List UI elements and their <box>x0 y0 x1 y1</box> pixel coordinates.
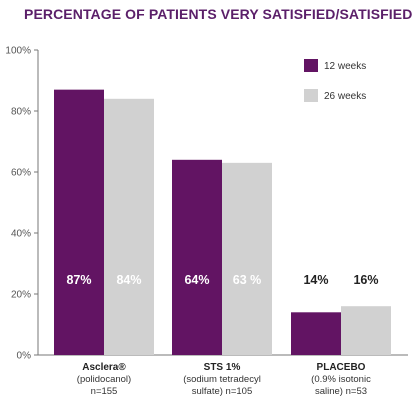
y-tick-label: 0% <box>17 351 32 362</box>
bar-26-weeks <box>222 162 272 355</box>
data-label: 14% <box>303 273 328 287</box>
category-count: saline) n=53 <box>314 386 368 397</box>
legend-label: 26 weeks <box>324 91 366 102</box>
legend-swatch <box>304 59 318 72</box>
category-count: sulfate) n=105 <box>191 386 253 397</box>
category-detail: (sodium tetradecyl <box>183 374 261 385</box>
category-name: PLACEBO <box>316 362 366 373</box>
category-count: n=155 <box>90 386 118 397</box>
data-label: 63 % <box>233 273 262 287</box>
x-category-label: Asclera® (polidocanol) n=155 <box>44 362 164 398</box>
category-detail: (polidocanol) <box>76 374 132 385</box>
category-name: STS 1% <box>203 362 241 373</box>
data-label: 64% <box>184 273 209 287</box>
data-label: 84% <box>116 273 141 287</box>
data-label: 16% <box>353 273 378 287</box>
bar-12-weeks <box>54 89 104 356</box>
category-detail: (0.9% isotonic <box>311 374 371 385</box>
y-tick-label: 40% <box>11 229 31 240</box>
x-category-label: PLACEBO (0.9% isotonic saline) n=53 <box>281 362 401 398</box>
y-tick-label: 20% <box>11 290 31 301</box>
x-category-label: STS 1% (sodium tetradecyl sulfate) n=105 <box>162 362 282 398</box>
bar-26-weeks <box>341 306 391 355</box>
bar-26-weeks <box>104 98 154 356</box>
y-tick-label: 80% <box>11 107 31 118</box>
data-label: 87% <box>66 273 91 287</box>
y-tick-label: 100% <box>5 46 31 57</box>
y-tick-label: 60% <box>11 168 31 179</box>
bar-12-weeks <box>172 159 222 355</box>
legend-label: 12 weeks <box>324 61 366 72</box>
legend-swatch <box>304 89 318 102</box>
bar-12-weeks <box>291 312 341 355</box>
chart-title: PERCENTAGE OF PATIENTS VERY SATISFIED/SA… <box>24 6 413 22</box>
category-name: Asclera® <box>82 362 126 373</box>
